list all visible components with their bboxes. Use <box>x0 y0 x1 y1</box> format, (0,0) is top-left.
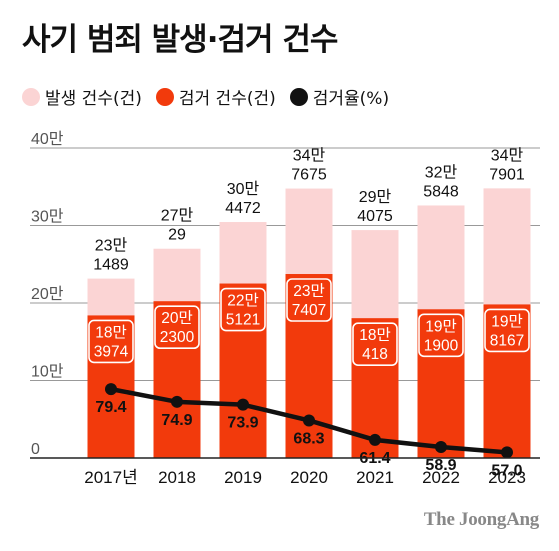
legend-swatch-arrest <box>155 87 174 106</box>
legend-item-arrest: 검거 건수(건) <box>155 84 276 109</box>
x-tick-label: 2020 <box>290 468 328 487</box>
data-label-occurrence: 32만 <box>425 163 458 181</box>
x-tick-label: 2021 <box>356 468 394 487</box>
data-label-arrest: 23만 <box>293 282 325 300</box>
data-label-arrest-rate: 68.3 <box>293 430 324 447</box>
data-label-arrest: 3974 <box>94 343 129 360</box>
chart-title: 사기 범죄 발생·검거 건수 <box>22 22 338 58</box>
bar-arrest <box>483 304 531 458</box>
data-label-arrest: 5121 <box>226 312 260 329</box>
data-label-arrest: 418 <box>362 346 388 363</box>
data-label-arrest: 19만 <box>491 312 523 330</box>
data-label-box-arrest <box>286 278 332 322</box>
point-arrest-rate <box>105 383 117 396</box>
data-label-arrest: 8167 <box>490 332 524 349</box>
y-tick-label: 30만 <box>31 208 64 226</box>
data-label-occurrence: 29만 <box>359 188 392 206</box>
x-tick-label: 2022 <box>422 468 460 487</box>
data-label-box-arrest <box>352 322 398 366</box>
y-tick-label: 10만 <box>31 363 64 381</box>
point-arrest-rate <box>237 398 249 411</box>
data-label-arrest: 18만 <box>359 326 391 344</box>
data-label-occurrence: 4472 <box>225 200 261 217</box>
legend: 발생 건수(건) 검거 건수(건) 검거율(%) <box>22 84 389 109</box>
data-label-box-arrest <box>484 308 530 353</box>
data-label-occurrence: 23만 <box>95 237 128 255</box>
data-label-arrest-rate: 73.9 <box>227 415 258 432</box>
data-label-arrest: 19만 <box>425 317 457 335</box>
data-label-occurrence: 5848 <box>423 183 459 200</box>
data-label-occurrence: 30만 <box>227 180 260 198</box>
data-label-box-arrest <box>154 305 200 350</box>
data-label-box-arrest <box>418 313 464 358</box>
data-label-arrest-rate: 79.4 <box>95 399 126 416</box>
x-tick-label: 2017년 <box>84 468 137 487</box>
data-label-box-arrest <box>220 287 266 332</box>
brand-logo: The JoongAng <box>423 509 539 530</box>
point-arrest-rate <box>435 440 447 453</box>
data-label-occurrence: 27만 <box>161 207 194 225</box>
y-tick-label: 0 <box>31 441 40 458</box>
data-label-arrest: 20만 <box>161 309 193 327</box>
data-label-occurrence: 34만 <box>293 147 326 165</box>
point-arrest-rate <box>303 414 315 427</box>
data-label-arrest-rate: 74.9 <box>161 412 192 429</box>
x-tick-label: 2018 <box>158 468 196 487</box>
legend-label-arrest-rate: 검거율(%) <box>312 89 390 109</box>
legend-swatch-occurrence <box>22 87 40 106</box>
point-arrest-rate <box>501 446 513 459</box>
y-tick-label: 40만 <box>31 130 64 148</box>
x-tick-label: 2019 <box>224 468 262 487</box>
y-tick-label: 20만 <box>31 285 64 303</box>
data-label-box-arrest <box>88 319 134 364</box>
bar-arrest <box>153 301 201 458</box>
data-label-occurrence: 34만 <box>491 146 524 164</box>
bar-arrest <box>417 309 465 458</box>
legend-label-arrest: 검거 건수(건) <box>178 89 276 109</box>
data-label-arrest: 1900 <box>424 337 459 354</box>
data-label-occurrence: 7901 <box>489 166 525 183</box>
data-label-arrest: 7407 <box>292 302 326 319</box>
point-arrest-rate <box>171 395 183 408</box>
data-label-occurrence: 7675 <box>291 167 327 184</box>
point-arrest-rate <box>369 433 381 446</box>
data-label-arrest: 18만 <box>95 323 127 341</box>
bar-arrest <box>219 283 267 458</box>
data-label-occurrence: 1489 <box>93 257 129 274</box>
data-label-arrest-rate: 57.0 <box>491 462 522 479</box>
data-label-occurrence: 29 <box>168 227 186 244</box>
legend-item-occurrence: 발생 건수(건) <box>22 84 142 109</box>
data-label-arrest: 2300 <box>160 329 195 346</box>
data-label-arrest-rate: 58.9 <box>425 457 456 474</box>
data-label-arrest: 22만 <box>227 292 259 310</box>
x-tick-label: 2023 <box>488 468 526 487</box>
data-label-occurrence: 4075 <box>357 208 393 225</box>
legend-item-arrest-rate: 검거율(%) <box>289 84 390 109</box>
legend-swatch-arrest-rate <box>289 87 308 106</box>
legend-label-occurrence: 발생 건수(건) <box>45 89 142 109</box>
